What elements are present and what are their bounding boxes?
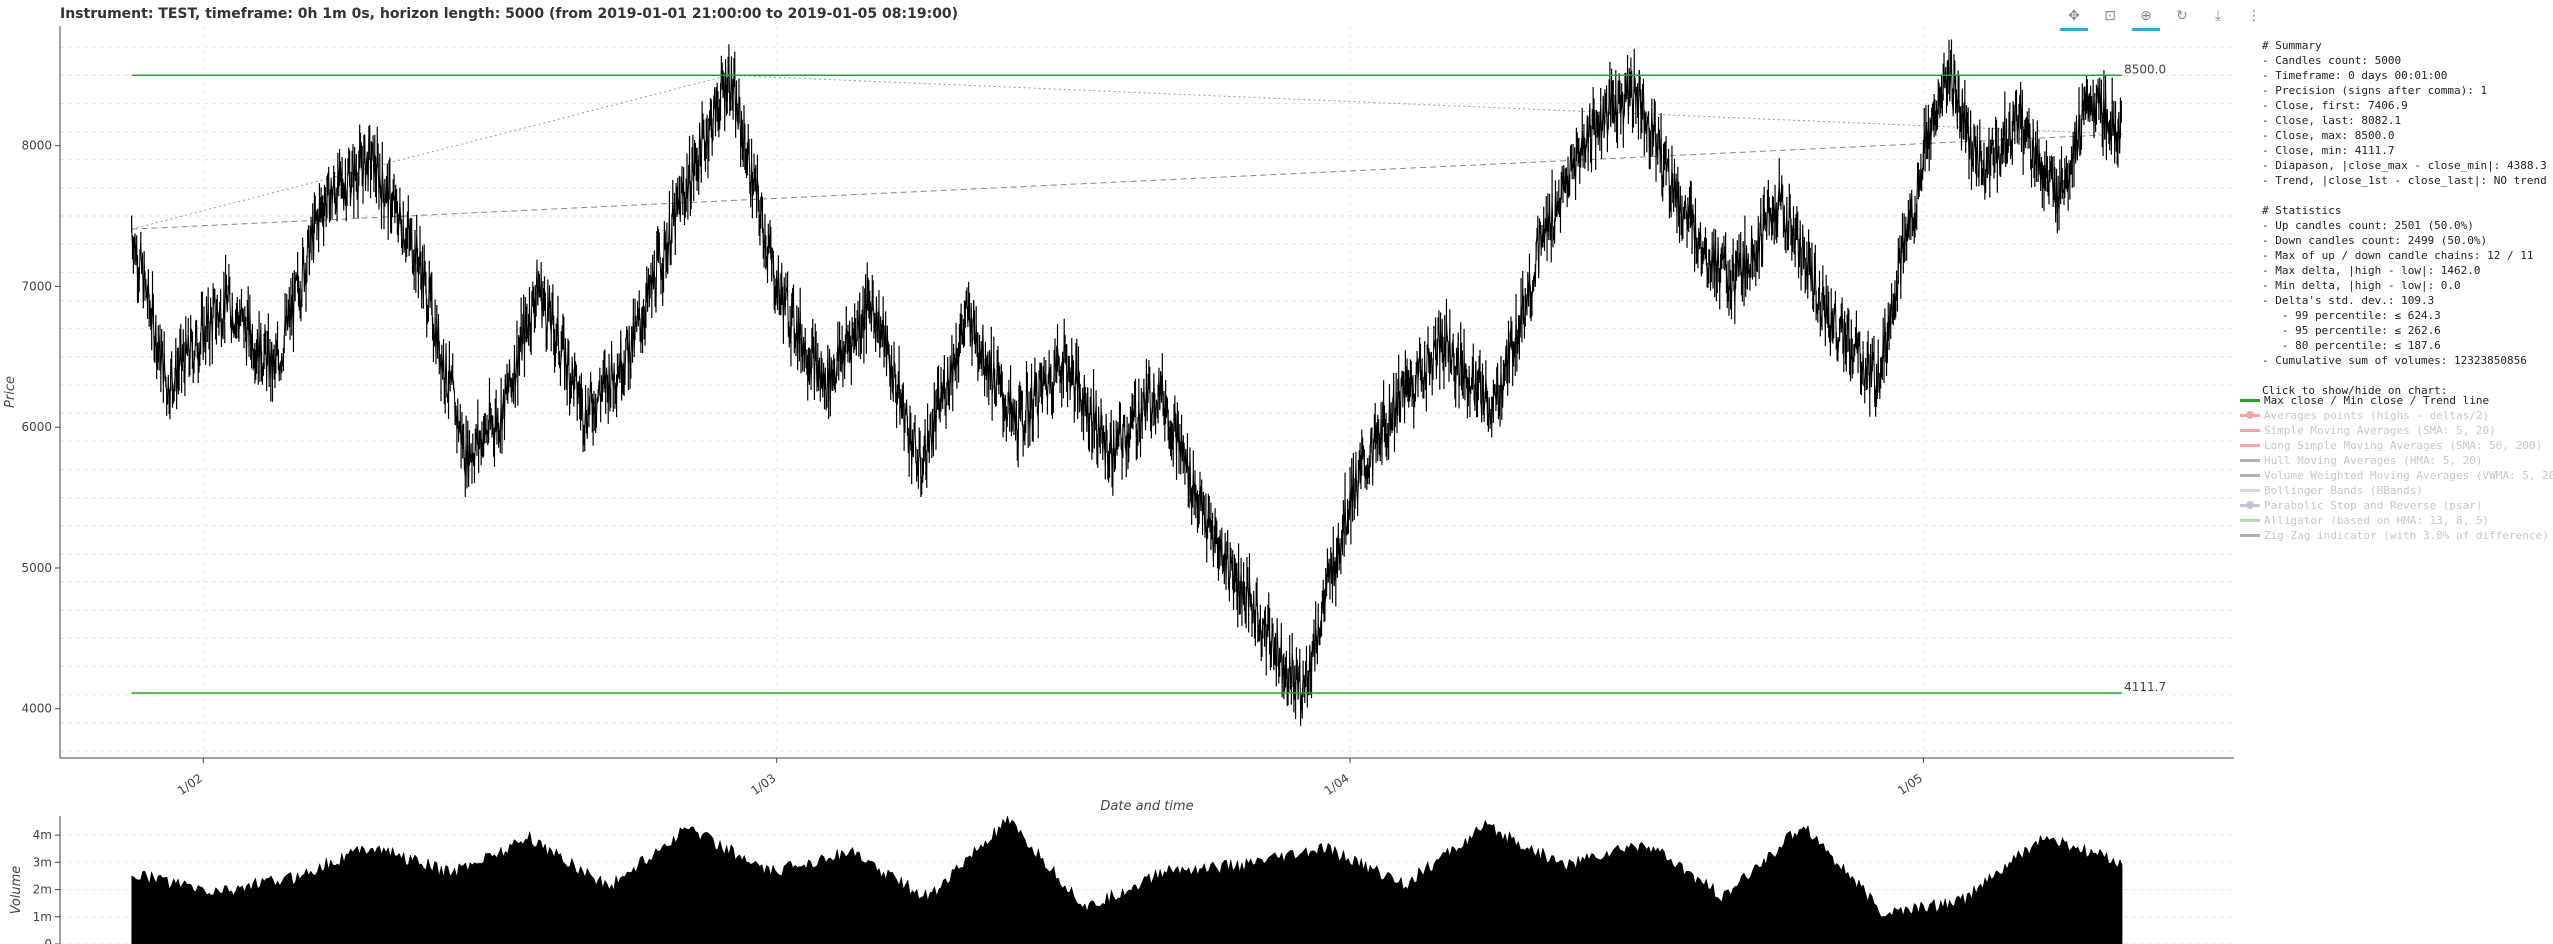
summary-line: - 95 percentile: ≤ 262.6 <box>2262 324 2441 337</box>
indicator-legend: Max close / Min close / Trend line Averag… <box>2240 393 2553 543</box>
summary-line: - 80 percentile: ≤ 187.6 <box>2262 339 2441 352</box>
summary-line <box>2262 188 2553 203</box>
box-zoom-tool[interactable]: ⊡ <box>2096 4 2124 28</box>
price-candles <box>131 39 2122 726</box>
summary-line: - Max delta, |high - low|: 1462.0 <box>2262 264 2481 277</box>
legend-item[interactable]: Bollinger Bands (BBands) <box>2240 483 2553 498</box>
box-zoom-tool-icon: ⊡ <box>2104 8 2116 24</box>
more-tool[interactable]: ⋮ <box>2240 4 2268 28</box>
legend-label: Simple Moving Averages (SMA: 5, 20) <box>2264 424 2496 437</box>
price-y-tick-label: 7000 <box>21 279 52 293</box>
summary-line: - Close, max: 8500.0 <box>2262 129 2395 142</box>
legend-label: Bollinger Bands (BBands) <box>2264 484 2423 497</box>
legend-item[interactable]: Averages points (highs - deltas/2) <box>2240 408 2553 423</box>
legend-label: Max close / Min close / Trend line <box>2264 394 2490 407</box>
legend-swatch <box>2240 444 2260 447</box>
summary-line: # Statistics <box>2262 204 2342 217</box>
legend-label: Averages points (highs - deltas/2) <box>2264 409 2490 422</box>
legend-swatch <box>2240 489 2260 492</box>
summary-line <box>2262 368 2553 383</box>
max-connector-line <box>728 74 2123 135</box>
legend-label: Zig-Zag indicator (with 3.0% of differen… <box>2264 529 2549 542</box>
legend-swatch <box>2240 399 2260 402</box>
price-x-axis-label: Date and time <box>1100 799 1193 814</box>
price-y-tick-label: 8000 <box>21 139 52 153</box>
legend-item[interactable]: Alligator (based on HMA: 13, 8, 5) <box>2240 513 2553 528</box>
max-close-label: 8500.0 <box>2124 62 2166 76</box>
summary-line: - Delta's std. dev.: 109.3 <box>2262 294 2435 307</box>
summary-line: - Up candles count: 2501 (50.0%) <box>2262 219 2474 232</box>
save-tool[interactable]: ⤓ <box>2204 4 2232 28</box>
more-tool-icon: ⋮ <box>2247 8 2261 24</box>
legend-dot-icon <box>2246 501 2254 509</box>
legend-swatch <box>2240 429 2260 432</box>
wheel-zoom-tool[interactable]: ⊕ <box>2132 4 2160 31</box>
min-close-label: 4111.7 <box>2124 680 2166 694</box>
summary-line: - 99 percentile: ≤ 624.3 <box>2262 309 2441 322</box>
volume-y-tick-label: 2m <box>33 883 52 897</box>
legend-item[interactable]: Hull Moving Averages (HMA: 5, 20) <box>2240 453 2553 468</box>
legend-label: Parabolic Stop and Reverse (psar) <box>2264 499 2483 512</box>
legend-swatch <box>2240 519 2260 522</box>
price-y-tick-label: 5000 <box>21 561 52 575</box>
close-price-line <box>131 60 2122 717</box>
price-x-tick-label: 1/02 <box>175 771 205 798</box>
price-x-tick-label: 1/03 <box>748 771 778 798</box>
legend-item[interactable]: Simple Moving Averages (SMA: 5, 20) <box>2240 423 2553 438</box>
legend-item[interactable]: Volume Weighted Moving Averages (VWMA: 5… <box>2240 468 2553 483</box>
price-x-tick-label: 1/04 <box>1322 771 1352 798</box>
reset-tool[interactable]: ↻ <box>2168 4 2196 28</box>
chart-title: Instrument: TEST, timeframe: 0h 1m 0s, h… <box>60 6 959 22</box>
volume-y-tick-label: 3m <box>33 855 52 869</box>
legend-label: Long Simple Moving Averages (SMA: 50, 20… <box>2264 439 2543 452</box>
reset-tool-icon: ↻ <box>2176 8 2188 24</box>
trend-line <box>131 133 2123 230</box>
legend-dot-icon <box>2246 411 2254 419</box>
volume-y-axis-label: Volume <box>9 866 24 915</box>
max-connector-line <box>131 74 730 230</box>
price-x-tick-label: 1/05 <box>1895 771 1925 798</box>
legend-item[interactable]: Parabolic Stop and Reverse (psar) <box>2240 498 2553 513</box>
legend-swatch <box>2240 474 2260 477</box>
price-y-tick-label: 6000 <box>21 420 52 434</box>
volume-area <box>131 815 2123 944</box>
chart-toolbar: ✥ ⊡ ⊕ ↻ ⤓ ⋮ <box>2060 2 2268 31</box>
price-y-axis-label: Price <box>3 376 18 408</box>
legend-label: Alligator (based on HMA: 13, 8, 5) <box>2264 514 2490 527</box>
wheel-zoom-tool-icon: ⊕ <box>2140 8 2152 24</box>
volume-y-tick-label: 4m <box>33 828 52 842</box>
legend-swatch <box>2240 459 2260 462</box>
summary-line: - Trend, |close_1st - close_last|: NO tr… <box>2262 174 2547 187</box>
summary-line: Click to show/hide on chart: <box>2262 384 2448 397</box>
summary-line: # Summary <box>2262 39 2322 52</box>
legend-swatch <box>2240 534 2260 537</box>
summary-line: - Cumulative sum of volumes: 12323850856 <box>2262 354 2527 367</box>
pan-tool-icon: ✥ <box>2068 8 2080 24</box>
summary-line: - Diapason, |close_max - close_min|: 438… <box>2262 159 2547 172</box>
summary-line: - Precision (signs after comma): 1 <box>2262 84 2488 97</box>
price-chart[interactable]: 4000 5000 6000 7000 8000 1/02 1/03 1/04 1/05 Date… <box>0 0 2250 944</box>
legend-label: Hull Moving Averages (HMA: 5, 20) <box>2264 454 2483 467</box>
save-tool-icon: ⤓ <box>2214 8 2222 24</box>
legend-label: Volume Weighted Moving Averages (VWMA: 5… <box>2264 469 2553 482</box>
summary-line: - Close, first: 7406.9 <box>2262 99 2408 112</box>
volume-y-tick-label: 0 <box>44 937 52 944</box>
legend-item[interactable]: Max close / Min close / Trend line <box>2240 393 2553 408</box>
pan-tool[interactable]: ✥ <box>2060 4 2088 31</box>
summary-line: - Candles count: 5000 <box>2262 54 2402 67</box>
summary-line: - Timeframe: 0 days 00:01:00 <box>2262 69 2448 82</box>
summary-panel: # Summary - Candles count: 5000 - Timefram… <box>2262 38 2553 558</box>
legend-swatch <box>2240 501 2260 509</box>
summary-line: - Down candles count: 2499 (50.0%) <box>2262 234 2488 247</box>
summary-line: - Close, min: 4111.7 <box>2262 144 2395 157</box>
legend-item[interactable]: Zig-Zag indicator (with 3.0% of differen… <box>2240 528 2553 543</box>
price-y-tick-label: 4000 <box>21 702 52 716</box>
summary-line: - Close, last: 8082.1 <box>2262 114 2402 127</box>
summary-line: - Max of up / down candle chains: 12 / 1… <box>2262 249 2534 262</box>
legend-item[interactable]: Long Simple Moving Averages (SMA: 50, 20… <box>2240 438 2553 453</box>
volume-y-tick-label: 1m <box>33 910 52 924</box>
summary-line: - Min delta, |high - low|: 0.0 <box>2262 279 2461 292</box>
legend-swatch <box>2240 411 2260 419</box>
